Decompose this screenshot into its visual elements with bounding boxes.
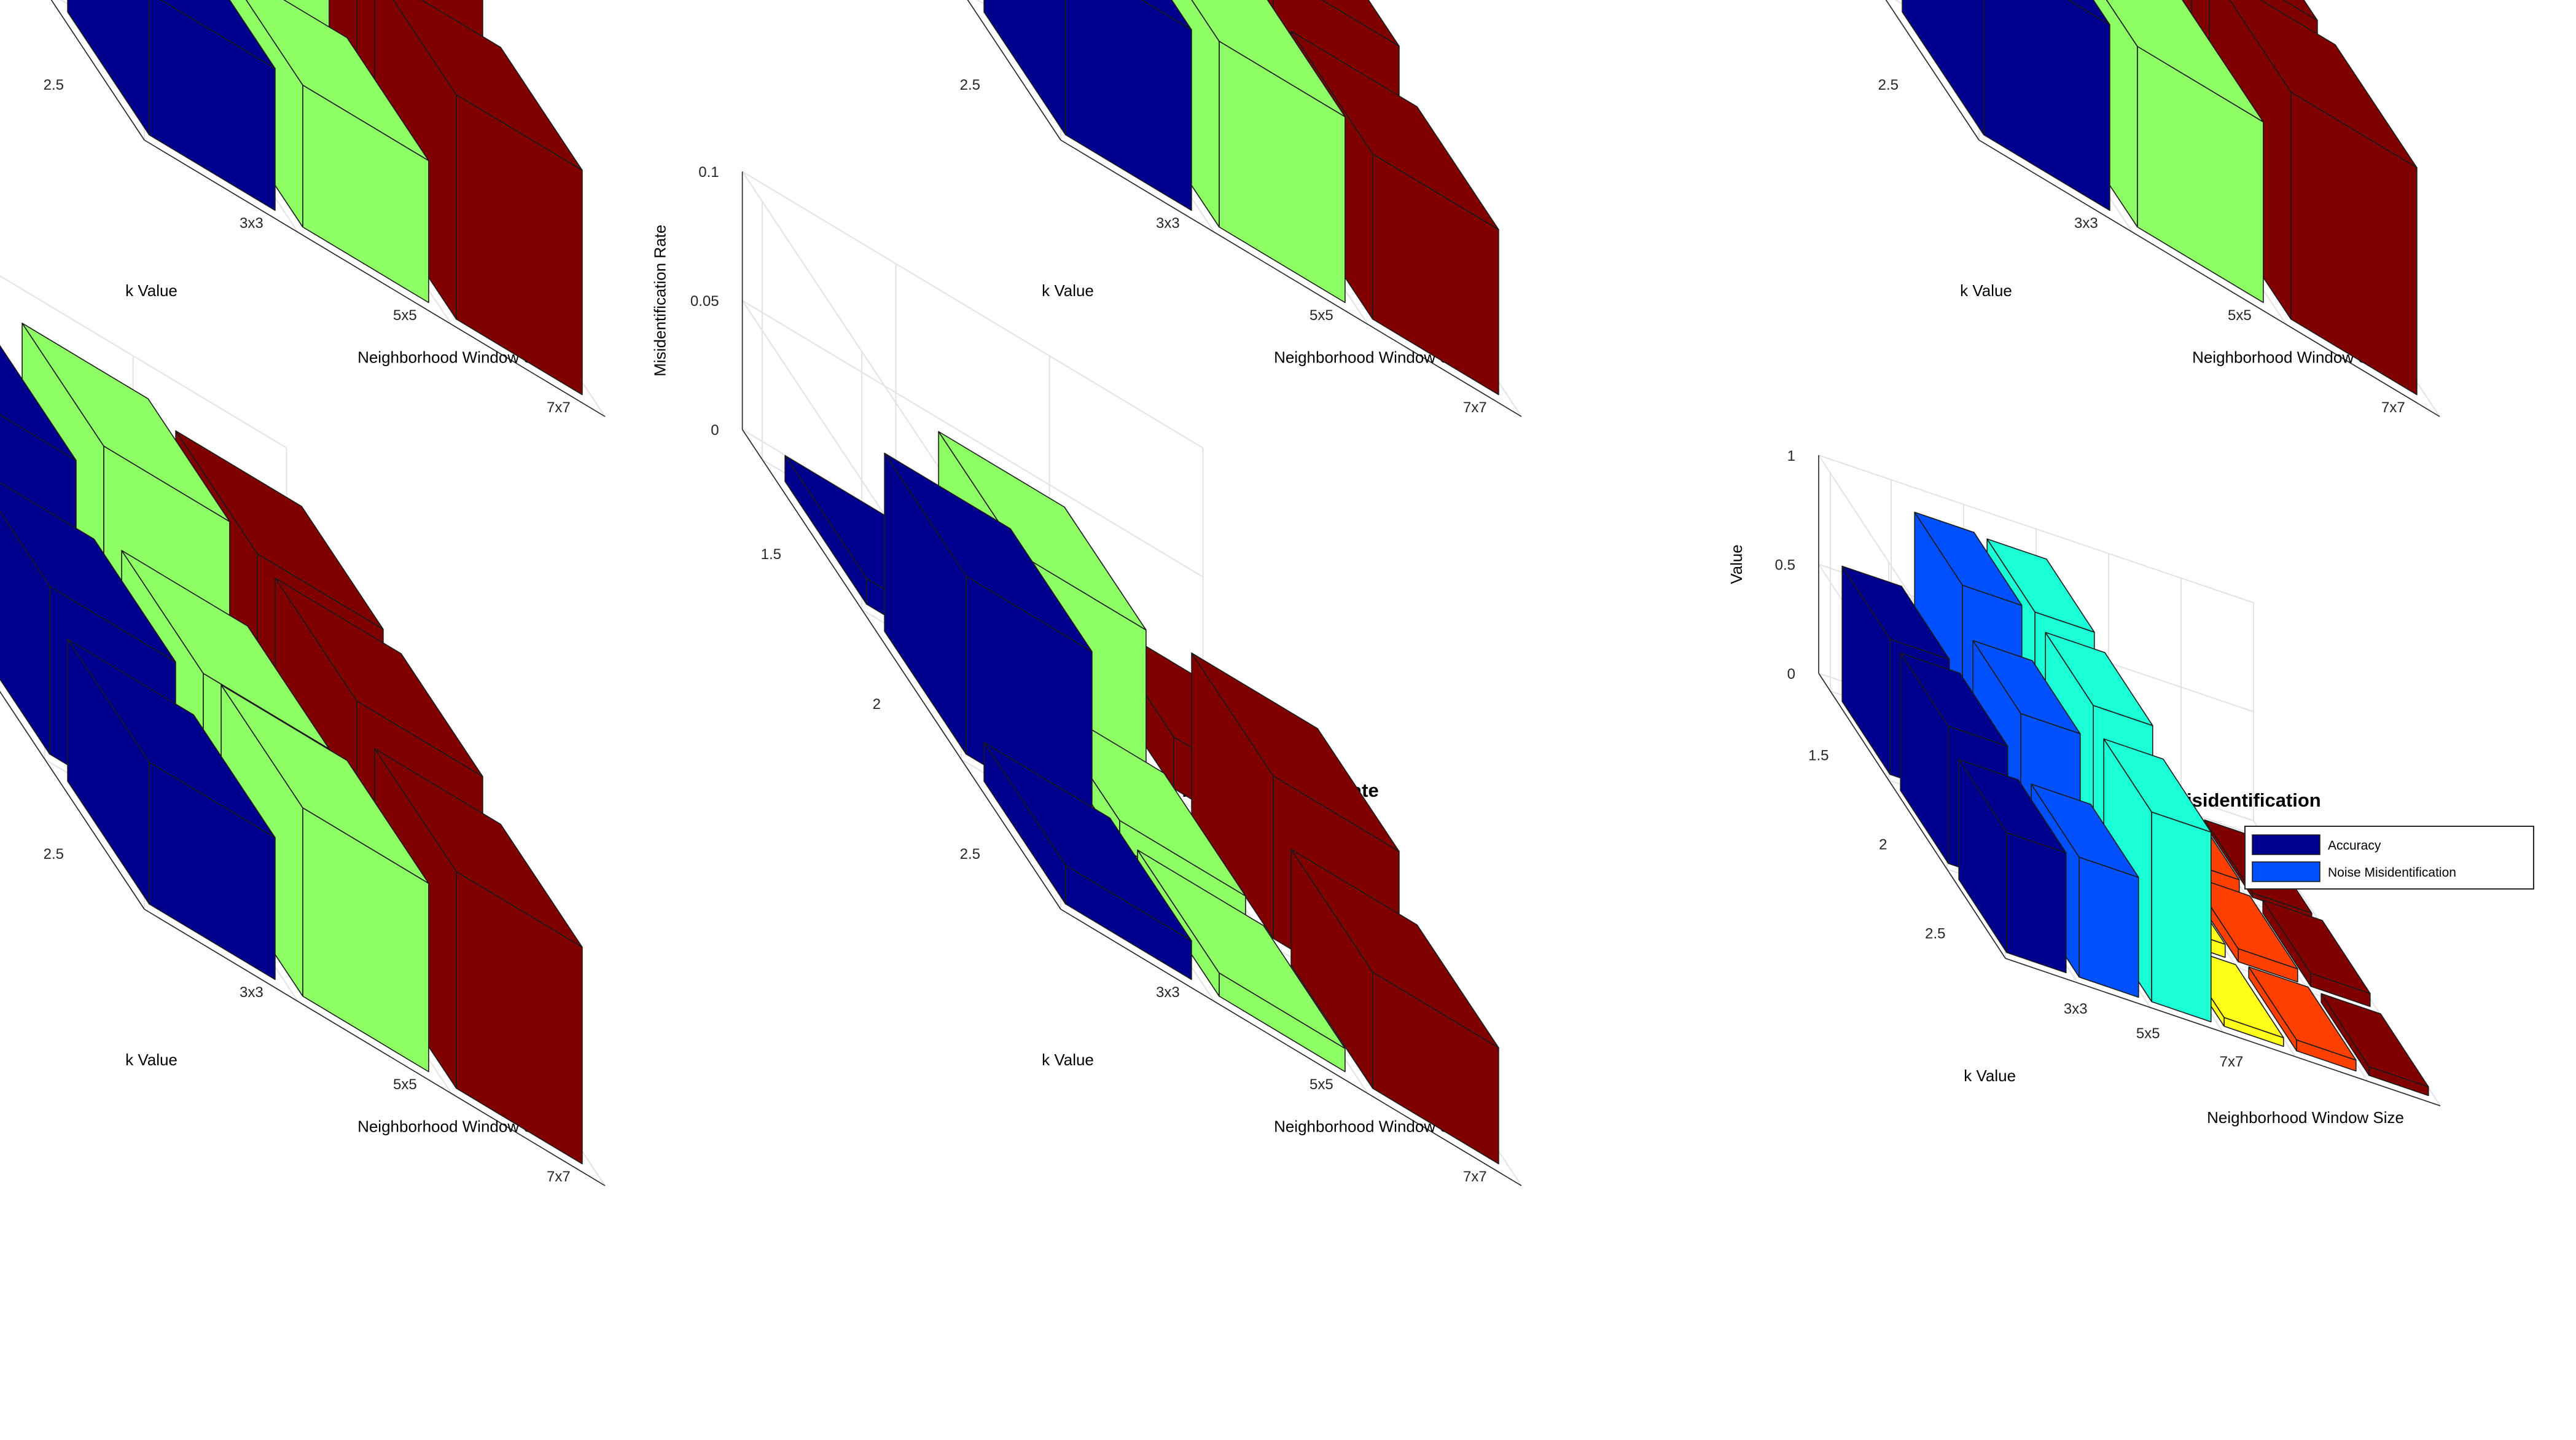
bar <box>67 638 276 980</box>
bar <box>983 742 1192 980</box>
bar <box>1137 0 1346 303</box>
window-tick-label: 7x7 <box>2381 399 2405 416</box>
window-tick-label: 7x7 <box>2220 1054 2244 1070</box>
k-tick-label: 2.5 <box>1925 926 1945 942</box>
z-tick-label: 1 <box>1787 448 1795 464</box>
bars <box>983 0 1499 396</box>
k-axis-label: k Value <box>1964 1066 2016 1085</box>
axes <box>967 0 1522 417</box>
z-tick-label: 0.1 <box>698 164 719 181</box>
bars <box>0 323 583 1165</box>
bars <box>1841 511 2429 1097</box>
window-tick-label: 3x3 <box>240 984 263 1001</box>
window-axis-line <box>2005 958 2441 1106</box>
k-axis-line <box>967 0 1061 141</box>
window-tick-label: 7x7 <box>547 399 571 416</box>
subplot-6: 0 0.5 1 1.5 2 2.5 3x3 5x5 7x7 k Value Neighborhood… <box>1727 448 2534 1127</box>
k-tick-label: 2.5 <box>960 77 980 93</box>
window-tick-label: 3x3 <box>240 215 263 232</box>
k-axis-line <box>741 429 1061 910</box>
window-tick-label: 5x5 <box>2228 307 2252 324</box>
axes <box>1818 455 2441 1106</box>
z-tick-label: 0.05 <box>690 293 719 310</box>
window-axis-line <box>1978 139 2440 417</box>
axes <box>741 171 1522 1186</box>
z-tick-label: 0 <box>711 422 719 439</box>
k-axis-label: k Value <box>1042 1051 1094 1069</box>
bars <box>67 0 583 396</box>
window-tick-label: 7x7 <box>1463 1168 1487 1185</box>
bar <box>374 748 583 1165</box>
bar <box>2320 993 2429 1097</box>
k-axis-line <box>50 0 145 141</box>
window-axis-line <box>144 139 606 417</box>
z-tick-label: 0 <box>1787 666 1795 683</box>
window-tick-label: 5x5 <box>393 307 417 324</box>
k-tick-label: 2.5 <box>44 846 64 863</box>
k-tick-label: 2 <box>1879 837 1887 853</box>
legend-entry: Accuracy <box>2328 839 2381 853</box>
k-tick-label: 1.5 <box>761 546 781 563</box>
k-axis-line <box>0 691 145 910</box>
k-tick-label: 2 <box>873 696 881 713</box>
k-axis-label: k Value <box>125 281 178 300</box>
window-tick-label: 5x5 <box>1309 307 1333 324</box>
legend-entry: Noise Misidentification <box>2328 866 2456 880</box>
k-tick-label: 2.5 <box>1878 77 1899 93</box>
window-tick-label: 3x3 <box>1156 215 1180 232</box>
k-tick-label: 2.5 <box>960 846 980 863</box>
window-tick-label: 5x5 <box>393 1076 417 1093</box>
window-tick-label: 3x3 <box>2074 215 2098 232</box>
bar <box>983 0 1192 211</box>
legend: Accuracy Noise Misidentification <box>2244 826 2534 890</box>
axes <box>1885 0 2440 417</box>
window-tick-label: 3x3 <box>2064 1001 2088 1017</box>
axes <box>0 691 606 1186</box>
z-tick-label: 0.5 <box>1775 557 1795 574</box>
window-tick-label: 7x7 <box>1463 399 1487 416</box>
k-tick-label: 2.5 <box>44 77 64 93</box>
window-tick-label: 5x5 <box>1309 1076 1333 1093</box>
z-axis-label: Misidentification Rate <box>651 225 669 377</box>
window-tick-label: 7x7 <box>547 1168 571 1185</box>
bars <box>784 431 1499 1165</box>
window-axis-line <box>144 909 606 1186</box>
k-axis-label: k Value <box>1960 281 2012 300</box>
bar <box>1290 848 1499 1165</box>
window-axis-line <box>1060 139 1522 417</box>
bar <box>67 0 276 211</box>
bar <box>2248 966 2357 1072</box>
window-tick-label: 5x5 <box>2136 1025 2160 1042</box>
window-tick-label: 3x3 <box>1156 984 1180 1001</box>
k-tick-label: 1.5 <box>1808 748 1829 764</box>
legend-swatch <box>2252 834 2320 855</box>
k-axis-line <box>1885 0 1980 141</box>
k-axis-label: k Value <box>1042 281 1094 300</box>
bar <box>2262 899 2371 1008</box>
bar <box>1958 759 2067 974</box>
k-axis-label: k Value <box>125 1051 178 1069</box>
axes <box>50 0 606 417</box>
z-axis-label: Value <box>1727 544 1746 584</box>
window-axis-line <box>1060 909 1522 1186</box>
bar <box>221 684 429 1073</box>
bar <box>1902 0 2110 211</box>
window-axis-label: Neighborhood Window Size <box>2207 1108 2404 1127</box>
legend-swatch <box>2252 861 2320 882</box>
k-axis-line <box>1818 673 2006 959</box>
bars <box>1902 0 2418 396</box>
